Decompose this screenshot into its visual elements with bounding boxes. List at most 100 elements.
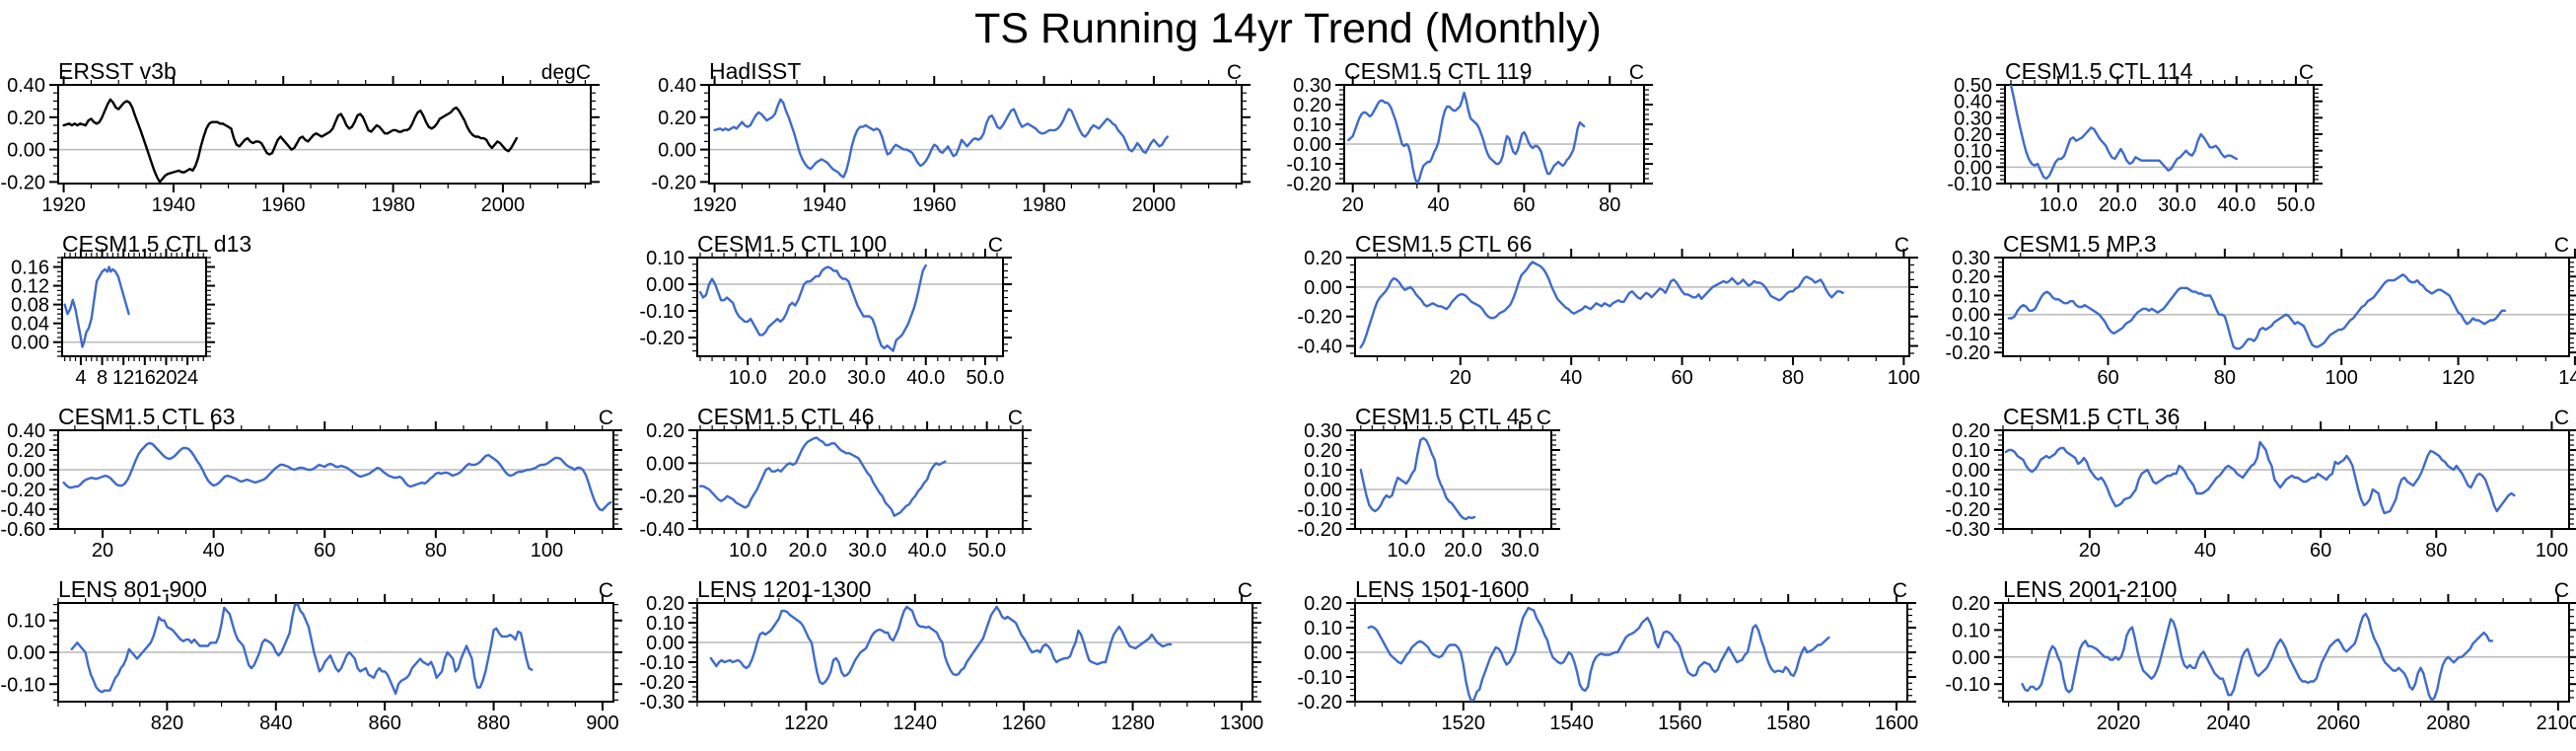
y-tick-label: -0.10 [1297, 499, 1342, 521]
y-axis-labels: 0.40 0.20 0.00 -0.20 [651, 75, 696, 193]
plot-box [1343, 84, 1645, 185]
y-tick-label: 0.00 [1952, 305, 1990, 327]
y-axis-labels: 0.300.200.100.00-0.10-0.20 [1286, 75, 1331, 195]
x-tick-label: 16 [134, 367, 156, 389]
x-tick-label: 40.0 [908, 540, 947, 562]
trend-line [1347, 91, 1586, 184]
y-tick-label: 0.00 [1954, 157, 1992, 179]
x-tick-label: 80 [1599, 194, 1620, 216]
y-tick-label: 0.10 [7, 611, 45, 633]
y-tick-label: 0.00 [646, 453, 684, 475]
panel-unit-label: C [1895, 234, 1909, 257]
x-tick-label: 8 [97, 367, 107, 389]
y-tick-label: 0.30 [1293, 75, 1331, 97]
x-tick-label: 1520 [1442, 713, 1486, 734]
y-axis-ticks [49, 84, 600, 184]
x-tick-label: 50.0 [2276, 194, 2315, 216]
y-axis-ticks [49, 429, 622, 530]
plot-box [61, 257, 207, 357]
x-tick-label: 40.0 [906, 367, 945, 389]
y-axis-ticks [1346, 429, 1560, 530]
y-tick-label: 0.20 [1304, 593, 1342, 615]
y-tick-label: 0.30 [1954, 108, 1992, 129]
y-tick-label: 0.40 [7, 75, 45, 97]
x-tick-label: 1220 [784, 713, 828, 734]
y-tick-label: -0.10 [1286, 154, 1331, 176]
y-tick-label: -0.20 [0, 480, 45, 501]
x-tick-label: 40 [1427, 194, 1449, 216]
y-axis-labels: 0.10 0.00 -0.10 -0.20 [639, 248, 684, 349]
x-tick-label: 30.0 [847, 367, 886, 389]
y-tick-label: 0.10 [1952, 285, 1990, 307]
x-tick-label: 140 [2558, 367, 2576, 389]
y-axis-ticks [53, 257, 215, 357]
y-tick-label: 0.10 [1952, 620, 1990, 641]
trend-line [698, 263, 927, 352]
y-tick-label: 0.10 [1304, 618, 1342, 639]
y-tick-label: 0.20 [7, 440, 45, 462]
chart-panel: LENS 801-900 C 820 840 860 880 900 0.10 0.00 -0.1… [0, 573, 644, 746]
trend-line [709, 605, 1173, 686]
panel-title: LENS 1501-1600 [1355, 576, 1529, 602]
y-tick-label: 0.40 [1954, 92, 1992, 113]
panel-title: CESM1.5 CTL 114 [2005, 58, 2193, 84]
x-tick-label: 100 [2536, 540, 2568, 562]
plot-box [696, 602, 1253, 703]
panel-title: CESM1.5 CTL 46 [697, 404, 874, 429]
y-tick-label: -0.30 [1945, 519, 1990, 541]
x-tick-label: 20 [1342, 194, 1364, 216]
y-tick-label: 0.20 [1952, 266, 1990, 288]
x-tick-label: 1960 [912, 194, 957, 216]
x-tick-label: 30.0 [2158, 194, 2196, 216]
x-tick-label: 60 [2097, 367, 2118, 389]
y-tick-label: -0.40 [0, 499, 45, 521]
y-axis-ticks [1994, 602, 2576, 699]
y-tick-label: 0.04 [11, 314, 49, 336]
x-tick-label: 12 [112, 367, 134, 389]
y-axis-labels: 0.300.200.100.00-0.10-0.20 [1945, 248, 1990, 364]
trend-line [70, 603, 534, 696]
plot-box [1354, 257, 1910, 357]
y-axis-labels: 0.200.100.00-0.10-0.20-0.30 [1945, 420, 1990, 541]
y-axis-ticks [1994, 257, 2576, 354]
chart-panel: LENS 1501-1600 C 1520 1540 1560 1580 1600 0.20 0… [1288, 573, 1932, 746]
x-axis-ticks [2010, 76, 2309, 192]
x-tick-label: 50.0 [967, 540, 1006, 562]
x-tick-label: 900 [586, 713, 618, 734]
trend-line [2009, 85, 2238, 181]
y-axis-labels: 0.500.400.300.200.100.00-0.10 [1947, 75, 1992, 195]
plot-box [2002, 429, 2570, 530]
panel-unit-label: C [599, 407, 613, 429]
panel-title: LENS 1201-1300 [697, 576, 871, 602]
x-tick-label: 60 [1513, 194, 1535, 216]
y-tick-label: -0.10 [639, 652, 684, 674]
trend-line [1359, 436, 1476, 521]
x-axis-labels: 60 80 100 120 140 [2097, 367, 2576, 389]
x-tick-label: 24 [177, 367, 198, 389]
x-axis-labels: 1920 1940 1960 1980 2000 [692, 194, 1176, 216]
y-tick-label: -0.10 [1297, 667, 1342, 689]
panel-figure: CESM1.5 CTL 63 C20 40 60 80 1000.400.200.00-0… [0, 404, 622, 562]
x-tick-label: 30.0 [1501, 540, 1539, 562]
y-tick-label: 0.10 [1304, 460, 1342, 482]
panel-title: HadISST [709, 58, 801, 84]
y-tick-label: -0.40 [639, 519, 684, 541]
y-tick-label: 0.10 [646, 613, 684, 635]
y-tick-label: -0.40 [1297, 337, 1342, 358]
y-tick-label: -0.20 [1297, 692, 1342, 713]
x-tick-label: 1240 [894, 713, 938, 734]
panel-title: CESM1.5 MP.3 [2003, 231, 2157, 257]
x-axis-labels: 20 40 60 80 100 [1450, 367, 1920, 389]
y-tick-label: 0.20 [1304, 248, 1342, 269]
y-tick-label: 0.20 [646, 420, 684, 442]
chart-panel: CESM1.5 CTL 100 C 10.0 20.0 30.0 40.0 50.0 0.10… [639, 228, 1288, 401]
x-axis-ticks [74, 421, 604, 538]
y-tick-label: -0.20 [1945, 499, 1990, 521]
x-tick-label: 120 [2442, 367, 2474, 389]
panel-title: LENS 2001-2100 [2003, 576, 2177, 602]
y-tick-label: 0.30 [1304, 420, 1342, 442]
y-tick-label: -0.60 [0, 519, 45, 541]
x-tick-label: 1280 [1110, 713, 1155, 734]
y-tick-label: 0.20 [1293, 95, 1331, 116]
x-axis-ticks [2020, 249, 2576, 365]
